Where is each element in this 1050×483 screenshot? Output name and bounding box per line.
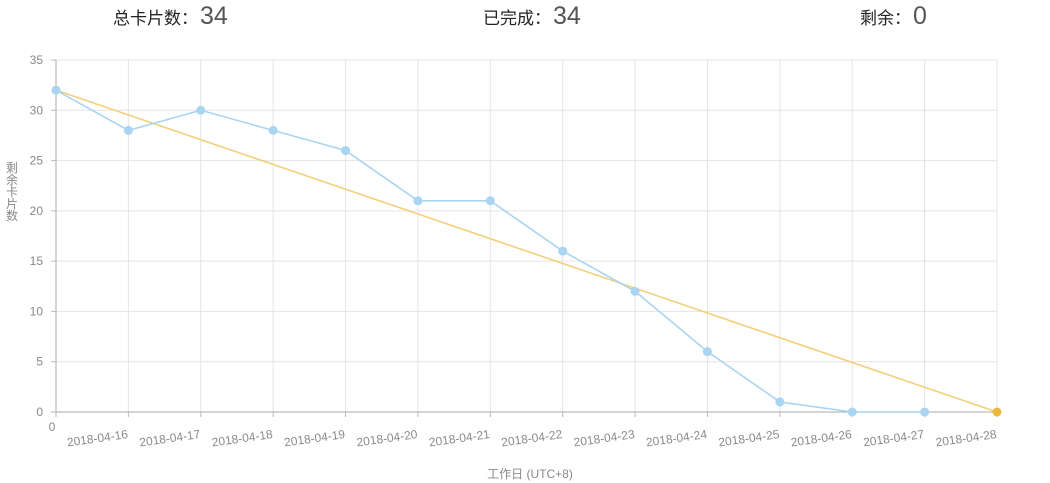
x-tick-label: 2018-04-26	[790, 427, 853, 449]
chart-series	[51, 85, 1002, 417]
x-tick-label: 2018-04-19	[283, 427, 346, 449]
total-cards-value: 34	[200, 2, 228, 30]
ideal-series-line	[55, 89, 998, 413]
x-tick-label: 2018-04-28	[935, 427, 998, 449]
y-tick-label: 30	[30, 103, 44, 117]
ideal-end-point	[992, 407, 1002, 417]
x-tick-label: 2018-04-25	[718, 427, 781, 449]
chart-axes	[51, 59, 998, 417]
y-tick-label: 35	[30, 53, 44, 67]
x-axis-ticks: 0 2018-04-16 2018-04-17 2018-04-18 2018-04-1…	[49, 420, 998, 450]
completed-label: 已完成：	[483, 9, 551, 29]
actual-data-point	[920, 407, 930, 417]
y-tick-label: 20	[30, 204, 44, 218]
total-cards-label: 总卡片数：	[113, 9, 198, 29]
chart-grid	[56, 59, 998, 412]
x-tick-label: 2018-04-23	[573, 427, 636, 449]
actual-data-point	[702, 347, 712, 357]
x-tick-label: 2018-04-21	[428, 427, 491, 449]
x-tick-label: 0	[49, 420, 56, 434]
y-tick-label: 15	[30, 254, 44, 268]
y-axis-title: 剩余卡片数	[6, 161, 18, 223]
x-tick-label: 2018-04-17	[138, 427, 201, 449]
x-tick-label: 2018-04-18	[211, 427, 274, 449]
x-tick-label: 2018-04-22	[500, 427, 563, 449]
actual-data-point	[485, 196, 495, 206]
y-tick-label: 5	[36, 355, 43, 369]
actual-data-point	[268, 125, 278, 135]
x-tick-label: 2018-04-27	[862, 427, 925, 449]
remaining-stat: 剩余： 0	[860, 2, 927, 31]
x-axis-title: 工作日 (UTC+8)	[487, 467, 573, 481]
actual-data-point	[847, 407, 857, 417]
remaining-value: 0	[913, 2, 927, 30]
actual-data-point	[558, 246, 568, 256]
x-tick-label: 2018-04-20	[356, 427, 419, 449]
actual-data-point	[51, 85, 61, 95]
actual-data-point	[630, 286, 640, 296]
completed-stat: 已完成： 34	[483, 2, 581, 31]
actual-data-point	[341, 146, 351, 156]
actual-data-point	[123, 125, 133, 135]
y-tick-label: 25	[30, 154, 44, 168]
y-tick-label: 10	[30, 304, 44, 318]
summary-bar: 总卡片数： 34 已完成： 34 剩余： 0	[0, 0, 1050, 34]
completed-value: 34	[553, 2, 581, 30]
actual-data-point	[775, 397, 785, 407]
y-axis-ticks: 0 5 10 15 20 25 30 35	[30, 53, 44, 419]
remaining-label: 剩余：	[860, 9, 911, 29]
y-tick-label: 0	[36, 405, 43, 419]
actual-data-point	[196, 105, 206, 115]
x-tick-label: 2018-04-16	[66, 427, 129, 449]
total-cards-stat: 总卡片数： 34	[113, 2, 228, 31]
actual-data-point	[413, 196, 423, 206]
x-tick-label: 2018-04-24	[645, 427, 708, 449]
